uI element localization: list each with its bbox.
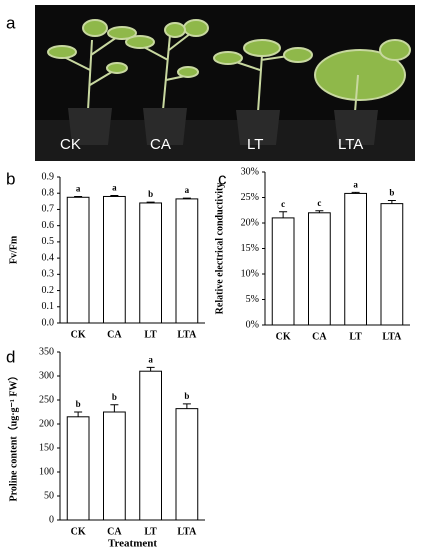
x-tick-label: LT: [349, 331, 362, 342]
panel-label: c: [218, 169, 227, 188]
y-tick-label: 0.3: [42, 269, 55, 280]
bar: [175, 408, 199, 521]
bar: [175, 198, 199, 324]
error-bar: [146, 201, 155, 203]
error-bar: [279, 211, 288, 218]
error-bar: [315, 210, 324, 213]
y-tick-label: 0.8: [42, 188, 55, 199]
y-tick-label: 10%: [241, 268, 259, 279]
y-tick-label: 150: [39, 442, 54, 453]
y-tick-label: 25%: [241, 192, 259, 203]
bar: [344, 192, 367, 326]
y-tick-label: 250: [39, 394, 54, 405]
photo-caption: CA: [150, 136, 171, 153]
bar: [66, 416, 90, 521]
x-tick-label: CK: [276, 331, 291, 342]
y-tick-label: 200: [39, 418, 54, 429]
significance-letter: a: [185, 185, 190, 195]
significance-letter: b: [112, 392, 117, 402]
y-tick-label: 30%: [241, 166, 259, 177]
panel-label: a: [6, 13, 16, 32]
x-tick-label: LTA: [177, 329, 197, 340]
bar: [271, 217, 295, 326]
x-tick-label: CA: [312, 331, 327, 342]
significance-letter: b: [148, 189, 153, 199]
error-bar: [182, 403, 191, 409]
y-tick-label: 300: [39, 370, 54, 381]
x-tick-label: LTA: [177, 526, 197, 537]
error-bar: [387, 200, 396, 204]
y-axis-label: Fv/Fm: [8, 235, 19, 264]
error-bar: [351, 191, 360, 194]
x-tick-label: CK: [71, 329, 86, 340]
x-tick-label: CK: [71, 526, 86, 537]
significance-letter: a: [112, 183, 117, 193]
error-bar: [74, 195, 83, 198]
significance-letter: a: [148, 354, 153, 364]
x-tick-label: LT: [144, 526, 157, 537]
photo-caption: CK: [60, 136, 81, 153]
y-tick-label: 0: [49, 514, 54, 525]
y-tick-label: 0.1: [42, 301, 55, 312]
error-bar: [146, 366, 155, 372]
x-tick-label: LTA: [382, 331, 402, 342]
plants: [47, 19, 411, 113]
pots: [68, 108, 378, 145]
bar: [139, 202, 162, 324]
y-tick-label: 0%: [246, 319, 259, 330]
y-tick-label: 0.7: [42, 204, 55, 215]
significance-letter: c: [317, 198, 321, 208]
y-tick-label: 0.4: [42, 252, 55, 263]
panel-label: b: [6, 169, 15, 188]
y-axis-label: Proline content（ug·g⁻¹ FW）: [6, 371, 19, 502]
bar: [66, 196, 90, 324]
x-tick-label: CA: [107, 526, 122, 537]
bar: [139, 370, 162, 521]
y-tick-label: 350: [39, 346, 54, 357]
x-tick-label: LT: [144, 329, 157, 340]
photo-caption: LT: [247, 136, 263, 153]
y-tick-label: 0.6: [42, 220, 55, 231]
y-tick-label: 0.2: [42, 285, 55, 296]
significance-letter: b: [389, 188, 394, 198]
significance-letter: b: [184, 391, 189, 401]
photo: a CK CA LT LTA: [6, 5, 415, 161]
panel-label: d: [6, 347, 15, 366]
significance-letter: a: [353, 179, 358, 189]
y-tick-label: 100: [39, 466, 54, 477]
significance-letter: a: [76, 184, 81, 194]
x-axis-label: Treatment: [108, 538, 157, 550]
error-bar: [110, 404, 119, 412]
bar: [103, 411, 126, 521]
y-axis-label: Relative electrical conductivity: [214, 183, 225, 315]
error-bar: [110, 194, 119, 197]
bar: [308, 212, 331, 326]
y-tick-label: 5%: [246, 294, 259, 305]
y-tick-label: 15%: [241, 243, 259, 254]
y-tick-label: 0.0: [42, 317, 55, 328]
y-tick-label: 0.9: [42, 171, 55, 182]
y-tick-label: 20%: [241, 217, 259, 228]
error-bar: [182, 197, 191, 199]
significance-letter: b: [76, 399, 81, 409]
significance-letter: c: [281, 199, 285, 209]
error-bar: [74, 411, 83, 417]
y-tick-label: 50: [44, 490, 54, 501]
photo-caption: LTA: [338, 136, 363, 153]
bar: [103, 195, 126, 324]
y-tick-label: 0.5: [42, 236, 55, 247]
bar: [380, 203, 404, 326]
x-tick-label: CA: [107, 329, 122, 340]
